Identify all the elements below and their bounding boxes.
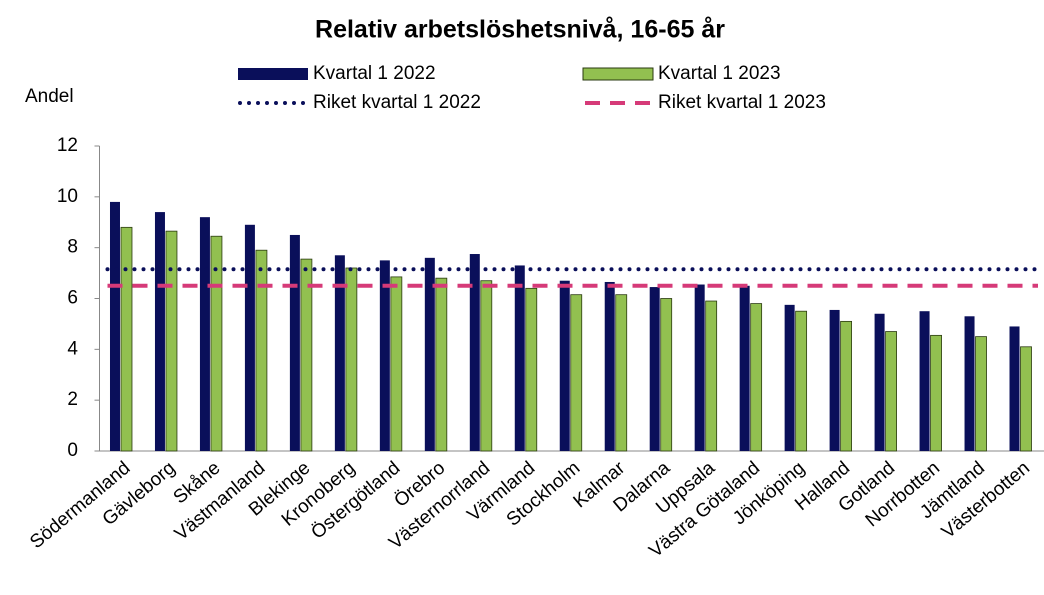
bar [750, 303, 763, 452]
legend-swatch [582, 67, 654, 81]
bar [829, 309, 840, 451]
bar [919, 311, 930, 451]
legend-swatch [238, 68, 308, 80]
bar [300, 258, 313, 452]
bar [424, 257, 435, 451]
bar [480, 280, 493, 452]
bar [739, 285, 750, 451]
bar [705, 300, 718, 452]
bar [255, 249, 268, 452]
bar [514, 265, 525, 451]
y-tick-label: 12 [57, 135, 78, 156]
bar [210, 235, 223, 452]
bar [649, 287, 660, 451]
bar [885, 331, 897, 452]
bar [435, 277, 448, 452]
legend-label: Riket kvartal 1 2023 [658, 92, 826, 113]
bar [525, 287, 538, 452]
y-tick-label: 4 [67, 338, 78, 359]
bar [840, 320, 853, 452]
bar [289, 234, 300, 451]
bar [930, 334, 942, 452]
bar [559, 280, 570, 451]
bar [334, 255, 345, 451]
bar [964, 316, 975, 451]
legend-label: Kvartal 1 2022 [313, 63, 436, 84]
y-tick-label: 6 [67, 288, 78, 309]
bar [570, 294, 583, 452]
bar [379, 260, 390, 451]
bar [615, 294, 628, 452]
bar [390, 276, 403, 452]
bar [244, 224, 255, 451]
y-tick-label: 10 [57, 186, 78, 207]
bar [345, 267, 358, 452]
bar [469, 254, 480, 451]
bar [795, 310, 808, 452]
bar [1020, 346, 1032, 452]
bar [154, 212, 165, 451]
bar [165, 230, 178, 452]
bar [694, 284, 705, 451]
y-tick-label: 2 [67, 389, 78, 410]
y-tick-label: 0 [67, 440, 78, 461]
legend-label: Kvartal 1 2023 [658, 63, 781, 84]
bar [975, 336, 987, 452]
bar [120, 226, 133, 452]
bar [1009, 326, 1020, 451]
bar [199, 217, 210, 451]
chart-title: Relativ arbetslöshetsnivå, 16-65 år [315, 16, 725, 44]
bar [874, 313, 885, 451]
y-tick-label: 8 [67, 237, 78, 258]
bar [109, 201, 120, 451]
bar [660, 298, 673, 452]
bar [784, 304, 795, 451]
y-axis-label: Andel [25, 86, 74, 107]
legend-label: Riket kvartal 1 2022 [313, 92, 481, 113]
bar [604, 281, 615, 451]
